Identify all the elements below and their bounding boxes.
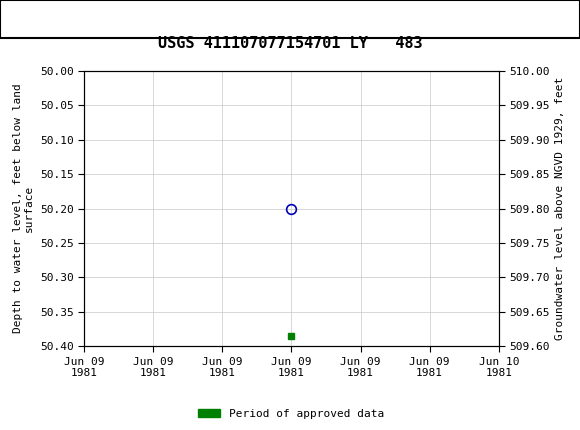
Y-axis label: Groundwater level above NGVD 1929, feet: Groundwater level above NGVD 1929, feet [555,77,566,340]
Text: ▒USGS: ▒USGS [9,8,67,30]
Text: USGS 411107077154701 LY   483: USGS 411107077154701 LY 483 [158,36,422,51]
Y-axis label: Depth to water level, feet below land
surface: Depth to water level, feet below land su… [13,84,34,333]
Legend: Period of approved data: Period of approved data [194,404,389,423]
